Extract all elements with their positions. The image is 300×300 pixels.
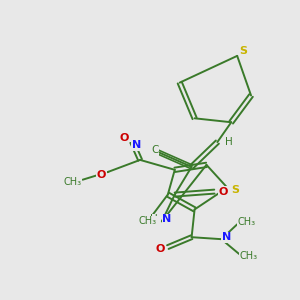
Text: O: O	[155, 244, 165, 254]
Text: H: H	[150, 214, 158, 224]
Text: O: O	[219, 187, 228, 196]
Text: CH₃: CH₃	[239, 251, 257, 261]
Text: CH₃: CH₃	[64, 177, 82, 187]
Text: S: S	[231, 184, 239, 195]
Text: N: N	[162, 214, 172, 224]
Text: O: O	[97, 170, 106, 180]
Text: O: O	[120, 133, 129, 143]
Text: CH₃: CH₃	[237, 217, 255, 227]
Text: H: H	[225, 137, 233, 147]
Text: N: N	[131, 140, 141, 150]
Text: C: C	[151, 145, 159, 155]
Text: N: N	[222, 232, 231, 242]
Text: CH₃: CH₃	[139, 216, 157, 226]
Text: S: S	[239, 46, 247, 56]
